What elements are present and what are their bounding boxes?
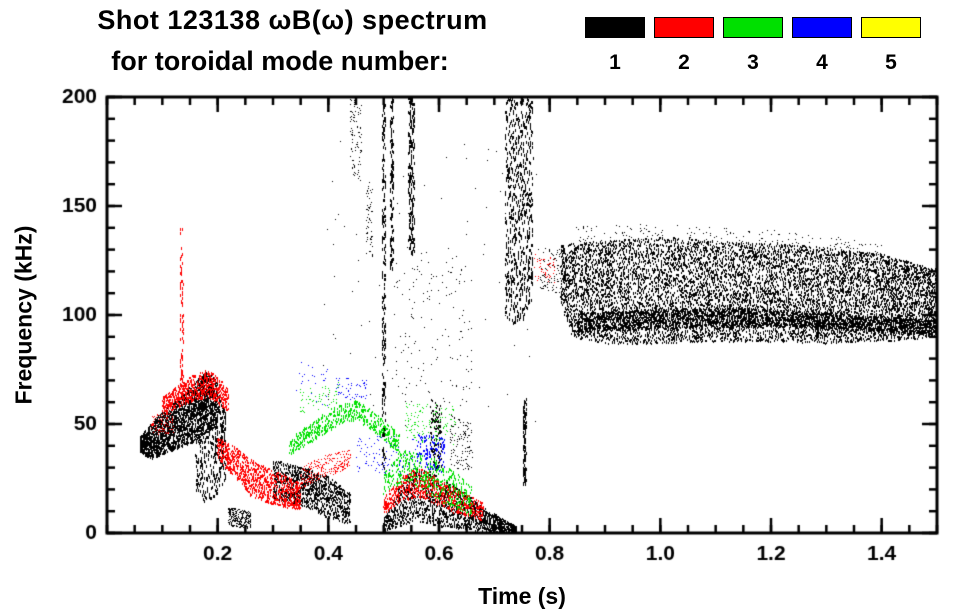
legend-label-4: 4 xyxy=(816,51,828,74)
legend-swatch-2 xyxy=(654,17,714,38)
legend xyxy=(585,17,921,38)
legend-labels: 1 2 3 4 5 xyxy=(585,51,921,75)
legend-swatch-4 xyxy=(792,17,852,38)
x-axis-label: Time (s) xyxy=(478,583,566,609)
chart-subtitle: for toroidal mode number: xyxy=(111,46,449,76)
legend-swatch-5 xyxy=(861,17,921,38)
legend-label-3: 3 xyxy=(747,51,759,74)
y-axis-label: Frequency (kHz) xyxy=(10,225,37,405)
plot-canvas xyxy=(0,88,963,588)
legend-label-2: 2 xyxy=(678,51,690,74)
legend-label-1: 1 xyxy=(609,51,621,74)
legend-swatch-1 xyxy=(585,17,645,38)
chart-title: Shot 123138 ωB(ω) spectrum xyxy=(97,5,488,35)
legend-label-5: 5 xyxy=(885,51,897,74)
legend-swatch-3 xyxy=(723,17,783,38)
